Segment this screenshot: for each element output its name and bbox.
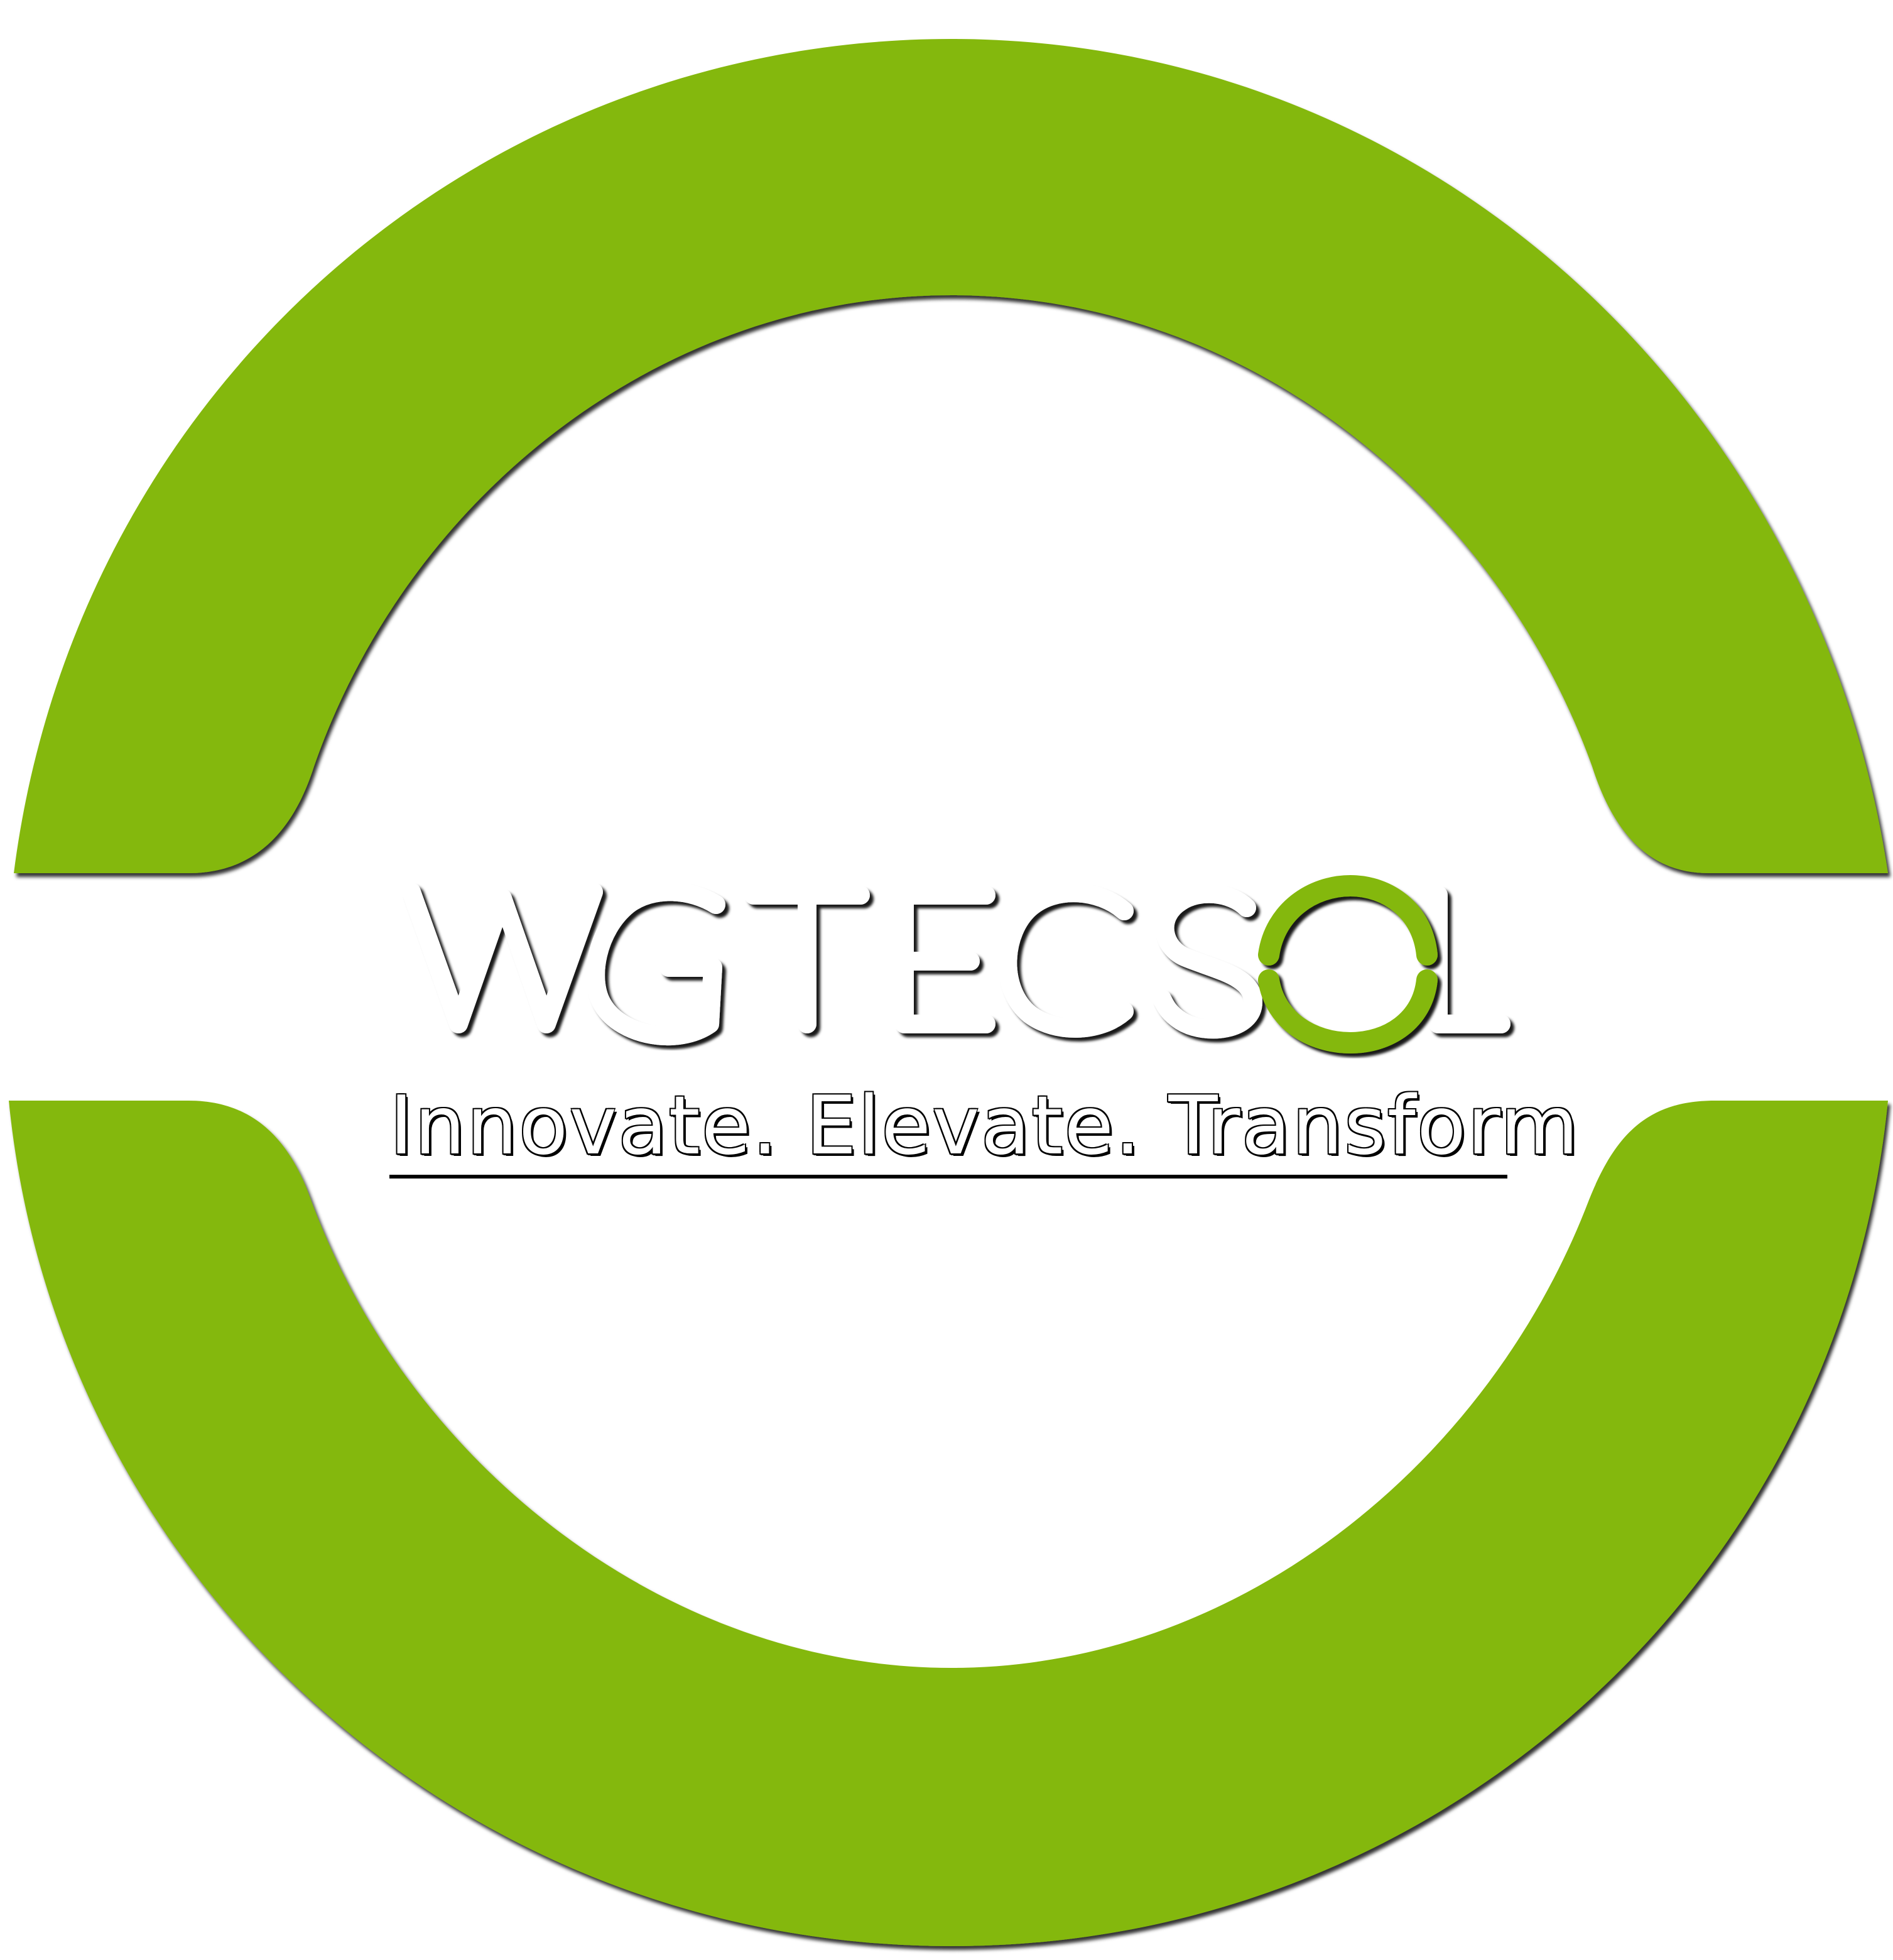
letter-o-icon [1258,874,1438,966]
letter-s [1153,884,1262,1039]
letter-t [744,886,870,1033]
ring-top-arc [14,39,1888,873]
letter-c [998,883,1134,1038]
letter-o-icon-bottom [1258,969,1438,1054]
letter-g [586,882,725,1045]
letter-l [1429,886,1511,1033]
letter-w [402,883,603,1033]
letter-e [895,886,995,1033]
ring-bottom-arc [9,1101,1888,1946]
tagline: Innovate. Elevate. Transform [389,1079,1578,1179]
